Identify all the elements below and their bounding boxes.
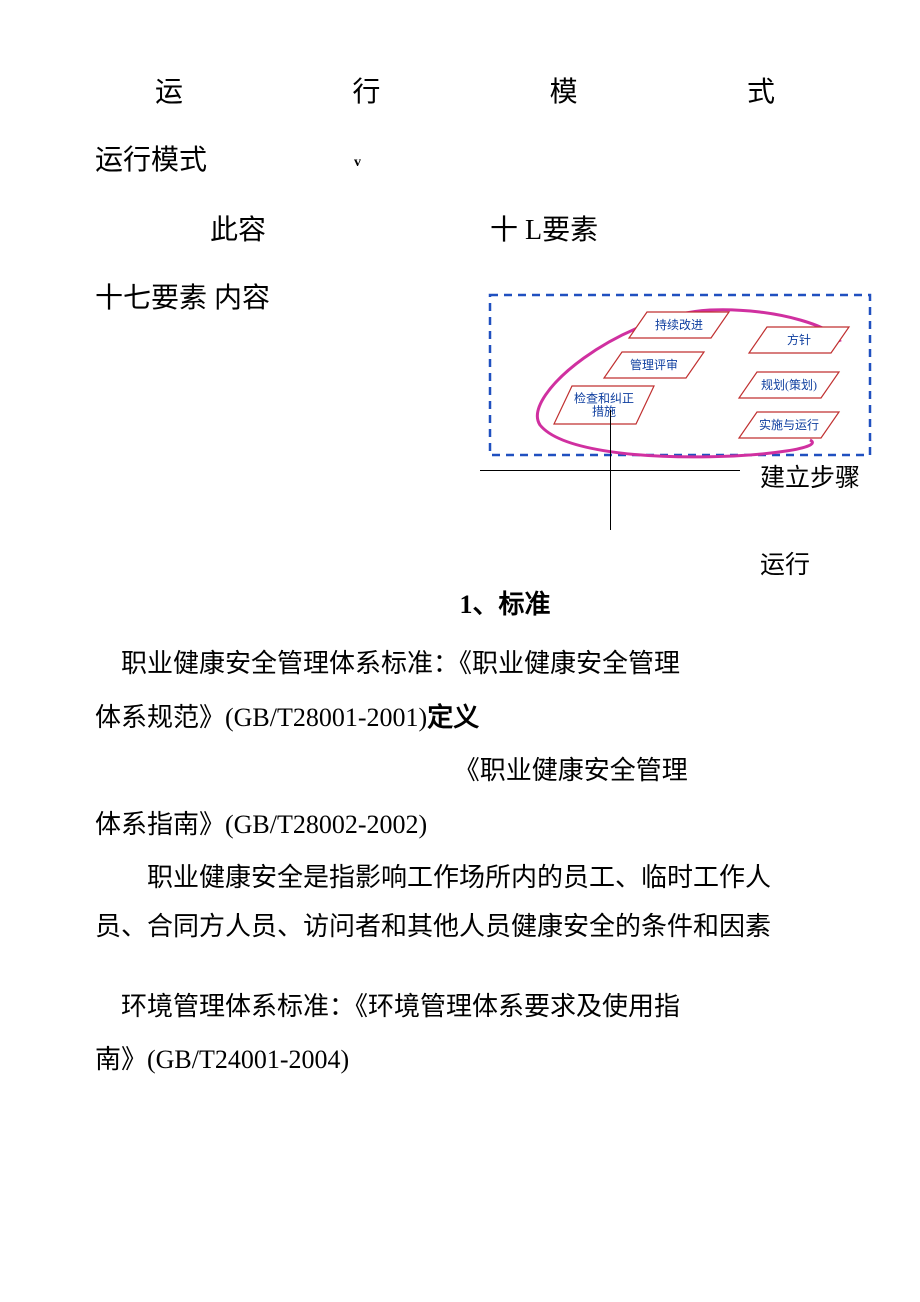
title-spaced: 运 行 模 式 bbox=[155, 70, 775, 110]
title-char: 行 bbox=[352, 70, 380, 110]
label-steps: 建立步骤 bbox=[760, 458, 860, 494]
line3-a: 此容 bbox=[210, 215, 266, 246]
pdca-diagram: 持续改进方针管理评审规划(策划) 检查和纠正措施实施与运行 bbox=[480, 285, 880, 470]
label-run: 运行 bbox=[760, 545, 810, 581]
para-1b: 体系规范》(GB/T28001-2001)定义 bbox=[95, 693, 795, 742]
title-char: 运 bbox=[155, 70, 183, 110]
para-2b: 体系指南》(GB/T28002-2002) bbox=[95, 800, 795, 849]
svg-text:检查和纠正: 检查和纠正 bbox=[574, 391, 634, 406]
para-4a: 环境管理体系标准：《环境管理体系要求及使用指 bbox=[95, 982, 795, 1031]
body-content: 1、标准 职业健康安全管理体系标准：《职业健康安全管理 体系规范》(GB/T28… bbox=[95, 580, 795, 1089]
svg-text:规划(策划): 规划(策划) bbox=[761, 377, 817, 392]
para-3: 职业健康安全是指影响工作场所内的员工、临时工作人员、合同方人员、访问者和其他人员… bbox=[95, 853, 795, 952]
title-char: 模 bbox=[550, 70, 578, 110]
svg-text:方针: 方针 bbox=[787, 332, 811, 347]
svg-text:实施与运行: 实施与运行 bbox=[759, 417, 819, 432]
svg-text:措施: 措施 bbox=[592, 405, 616, 419]
line3-b: 十 L要素 bbox=[490, 215, 598, 246]
header-line-3: 此容 十 L要素 bbox=[210, 208, 825, 248]
line2-text: 运行模式 bbox=[95, 145, 207, 176]
section-title: 1、标准 bbox=[215, 580, 795, 629]
para-1a: 职业健康安全管理体系标准：《职业健康安全管理 bbox=[95, 639, 795, 688]
para-1b-bold: 定义 bbox=[427, 703, 479, 732]
para-1b-plain: 体系规范》(GB/T28001-2001) bbox=[95, 703, 427, 732]
line2-marker: v bbox=[354, 155, 361, 170]
svg-text:持续改进: 持续改进 bbox=[655, 317, 703, 332]
para-2a: 《职业健康安全管理 bbox=[95, 746, 795, 795]
title-char: 式 bbox=[747, 70, 775, 110]
para-4b: 南》(GB/T24001-2004) bbox=[95, 1035, 795, 1084]
cross-vertical bbox=[610, 410, 611, 530]
svg-text:管理评审: 管理评审 bbox=[630, 357, 678, 372]
header-line-2: 运行模式 v bbox=[95, 138, 825, 178]
